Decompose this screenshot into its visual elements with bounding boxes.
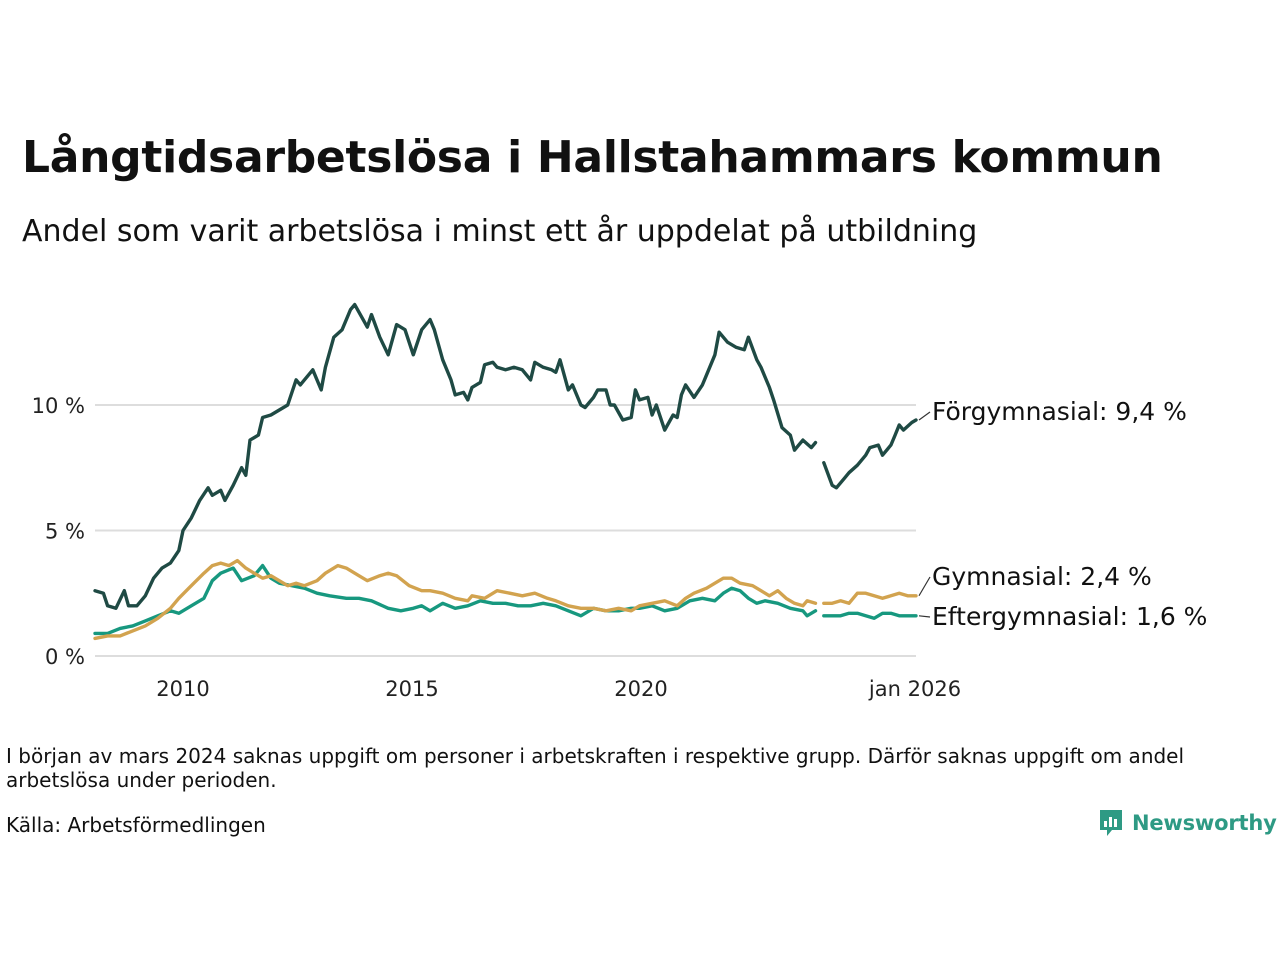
- series-line-gymnasial: [93, 558, 818, 641]
- series-line-forgymnasial-after-gap: [822, 418, 918, 490]
- label-leader-line: [918, 576, 931, 597]
- label-leader-line: [918, 615, 931, 618]
- newsworthy-logo-icon: [1100, 810, 1122, 836]
- line-chart: 0 % 5 % 10 % 2010 2015 2020 jan 2026 Förgymnasi…: [32, 302, 1207, 701]
- series-line-eftergymnasial: [93, 563, 818, 636]
- source-text: Källa: Arbetsförmedlingen: [6, 813, 266, 837]
- series-line-eftergymnasial-after-gap: [822, 611, 918, 620]
- chart-note: I början av mars 2024 saknas uppgift om …: [6, 744, 1185, 792]
- x-tick-label: 2010: [156, 677, 209, 701]
- chart-title: Långtidsarbetslösa i Hallstahammars komm…: [22, 132, 1163, 183]
- y-tick-label: 10 %: [32, 394, 85, 418]
- x-tick-label: jan 2026: [868, 677, 961, 701]
- newsworthy-logo[interactable]: Newsworthy: [1098, 808, 1277, 838]
- x-tick-label: 2015: [385, 677, 438, 701]
- chart-subtitle: Andel som varit arbetslösa i minst ett å…: [22, 214, 978, 249]
- logo-text: Newsworthy: [1132, 811, 1277, 835]
- series-line-gymnasial-after-gap: [822, 591, 918, 605]
- series-end-label: Förgymnasial: 9,4 %: [932, 397, 1187, 426]
- y-tick-label: 0 %: [45, 645, 85, 669]
- series-end-label: Eftergymnasial: 1,6 %: [932, 602, 1207, 631]
- y-tick-label: 5 %: [45, 519, 85, 543]
- series-line-forgymnasial: [93, 302, 818, 610]
- x-tick-label: 2020: [614, 677, 667, 701]
- label-leader-line: [918, 411, 931, 421]
- series-end-label: Gymnasial: 2,4 %: [932, 562, 1152, 591]
